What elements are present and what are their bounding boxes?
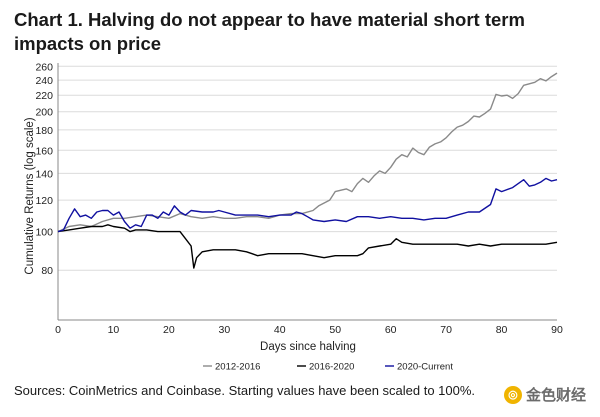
legend-label: 2020-Current (397, 362, 453, 373)
y-tick-label: 260 (35, 61, 53, 73)
x-tick-label: 0 (55, 324, 61, 336)
series-line-2016-2020 (57, 224, 558, 269)
series-line-2020-Current (57, 177, 558, 233)
source-note: Sources: CoinMetrics and Coinbase. Start… (14, 383, 476, 398)
legend: 2012-2016 2016-2020 2020-Current (203, 362, 453, 373)
x-tick-label: 50 (329, 324, 341, 336)
y-tick-label: 180 (35, 125, 53, 137)
y-tick-label: 160 (35, 145, 53, 157)
y-tick-labels: 80 100 120 140 160 180 200 220 240 260 (35, 61, 53, 277)
legend-label: 2012-2016 (215, 362, 260, 373)
x-tick-label: 30 (218, 324, 230, 336)
x-axis-label: Days since halving (260, 341, 356, 353)
x-tick-label: 40 (274, 324, 286, 336)
y-tick-label: 140 (35, 168, 53, 180)
y-tick-label: 100 (35, 227, 53, 239)
x-tick-label: 20 (163, 324, 175, 336)
coin-logo-icon: ◎ (503, 385, 522, 404)
x-tick-label: 70 (440, 324, 452, 336)
legend-label: 2016-2020 (309, 362, 354, 373)
series-lines (57, 72, 558, 269)
axes (57, 63, 557, 321)
x-tick-label: 60 (385, 324, 397, 336)
chart-title: Chart 1. Halving do not appear to have m… (14, 9, 525, 54)
y-tick-label: 200 (35, 107, 53, 119)
y-tick-label: 240 (35, 75, 53, 87)
line-chart: 80 100 120 140 160 180 200 220 240 260 0 10 20 30 40 5… (24, 61, 563, 373)
watermark-text: 金色财经 (525, 387, 586, 404)
x-tick-label: 90 (551, 324, 563, 336)
y-axis-label: Cumulative Returns (log scale) (24, 117, 36, 274)
x-tick-labels: 0 10 20 30 40 50 60 70 80 90 (55, 324, 563, 336)
y-tick-label: 80 (41, 265, 53, 277)
y-tick-label: 120 (35, 195, 53, 207)
gridlines (58, 65, 557, 271)
series-line-2012-2016 (57, 72, 558, 233)
x-tick-label: 10 (108, 324, 120, 336)
watermark: ◎ 金色财经 (503, 384, 586, 405)
y-tick-label: 220 (35, 90, 53, 102)
x-tick-label: 80 (496, 324, 508, 336)
